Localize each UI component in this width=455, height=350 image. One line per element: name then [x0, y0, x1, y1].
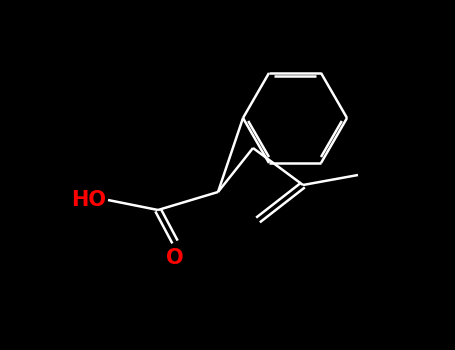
Text: HO: HO — [71, 190, 106, 210]
Text: O: O — [166, 248, 184, 268]
